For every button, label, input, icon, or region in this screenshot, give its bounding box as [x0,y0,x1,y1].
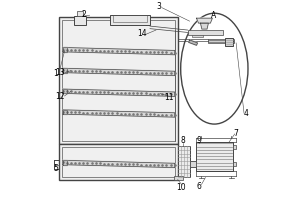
Bar [59,17,178,144]
Ellipse shape [181,13,248,124]
Bar [110,15,150,25]
Text: 8: 8 [180,136,185,145]
Polygon shape [189,40,197,45]
Bar [188,30,223,35]
Polygon shape [62,160,175,168]
Text: 4: 4 [244,109,248,118]
Text: 11: 11 [164,93,174,102]
Polygon shape [62,110,68,114]
Bar [192,35,203,37]
Bar [190,161,196,167]
Bar [232,145,236,149]
Text: 3: 3 [157,2,161,11]
Text: A: A [211,11,216,20]
Text: 2: 2 [81,10,86,19]
Bar [178,146,190,177]
Polygon shape [196,18,212,23]
Bar [190,163,196,165]
Polygon shape [62,47,68,52]
Bar [174,176,183,180]
Text: 1: 1 [54,69,58,78]
Bar [225,38,233,46]
Text: 6: 6 [196,182,201,191]
Text: 14: 14 [137,29,147,38]
Text: 10: 10 [176,183,185,192]
Polygon shape [62,68,175,76]
Bar [196,142,232,171]
Bar [113,15,147,22]
Bar [190,161,196,167]
Polygon shape [200,23,208,29]
Bar [62,20,175,141]
Bar [59,144,178,180]
Polygon shape [62,89,68,93]
Text: 9: 9 [196,136,201,145]
Bar [77,11,83,16]
Bar [74,16,86,25]
Polygon shape [62,47,175,55]
Polygon shape [62,110,175,117]
Text: 5: 5 [53,164,58,173]
Bar [62,147,175,177]
Bar [232,162,236,166]
Text: 7: 7 [234,129,239,138]
Text: 13: 13 [55,68,65,77]
Polygon shape [62,89,175,96]
Polygon shape [62,160,68,165]
Bar [208,40,234,42]
Text: 12: 12 [55,92,65,101]
Bar [208,39,234,43]
Polygon shape [62,68,68,73]
